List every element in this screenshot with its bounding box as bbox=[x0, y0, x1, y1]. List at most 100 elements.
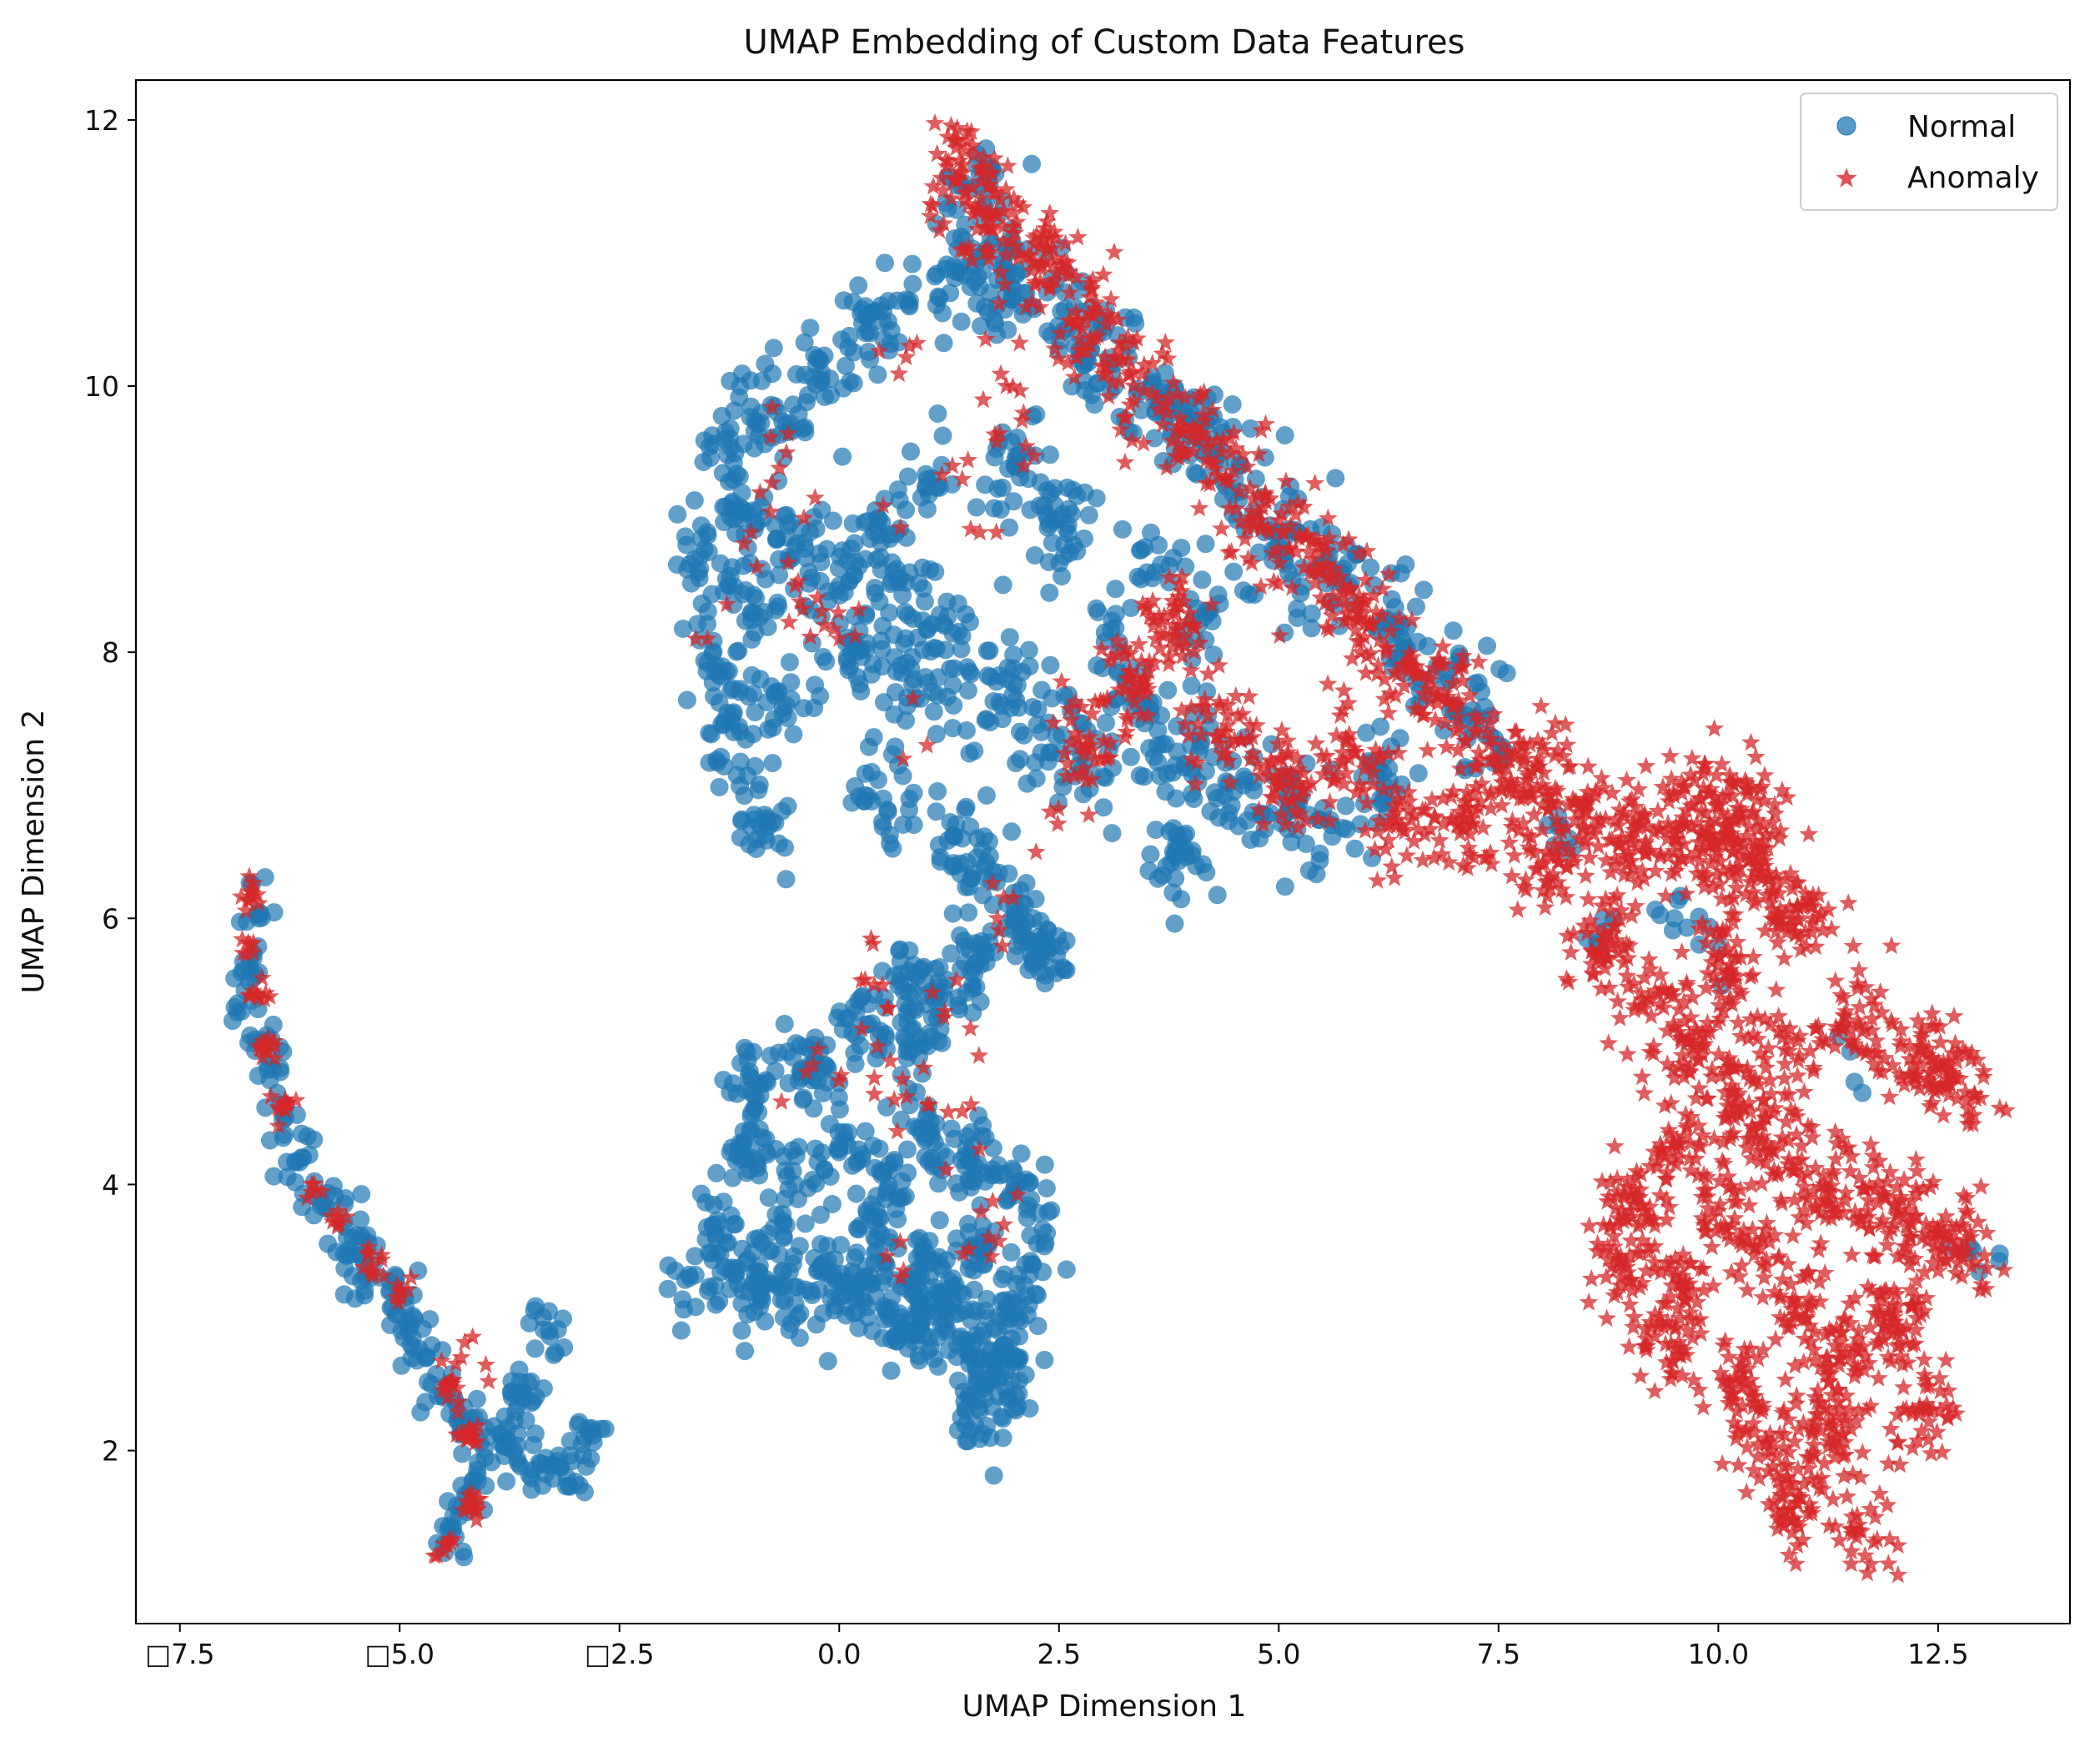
normal-point bbox=[700, 724, 719, 743]
anomaly-point bbox=[1627, 816, 1647, 836]
anomaly-point bbox=[1888, 1535, 1908, 1554]
normal-point bbox=[974, 1378, 993, 1398]
anomaly-point bbox=[1763, 1457, 1783, 1475]
anomaly-point bbox=[1727, 932, 1747, 951]
anomaly-point bbox=[1901, 1280, 1921, 1299]
anomaly-point bbox=[1757, 885, 1776, 904]
anomaly-point bbox=[1765, 1282, 1785, 1301]
anomaly-point bbox=[1288, 748, 1308, 766]
anomaly-point bbox=[1620, 1294, 1640, 1313]
anomaly-point bbox=[256, 983, 275, 1002]
anomaly-point bbox=[1248, 755, 1268, 774]
anomaly-point bbox=[1674, 776, 1694, 795]
normal-point bbox=[1031, 473, 1050, 492]
normal-point bbox=[256, 1098, 275, 1117]
anomaly-point bbox=[1110, 333, 1130, 351]
anomaly-point bbox=[302, 1182, 321, 1201]
anomaly-point bbox=[1235, 529, 1255, 548]
anomaly-point bbox=[1324, 559, 1344, 577]
anomaly-point bbox=[1505, 782, 1525, 801]
normal-point bbox=[774, 1228, 793, 1247]
anomaly-point bbox=[1388, 789, 1408, 807]
anomaly-point bbox=[1518, 779, 1538, 798]
anomaly-point bbox=[1629, 779, 1649, 798]
anomaly-point bbox=[1750, 1468, 1769, 1487]
anomaly-point bbox=[1102, 307, 1121, 325]
anomaly-point bbox=[1383, 806, 1402, 826]
anomaly-point bbox=[1977, 1222, 1997, 1242]
anomaly-point bbox=[1128, 329, 1147, 347]
anomaly-point bbox=[1595, 958, 1615, 976]
normal-point bbox=[931, 1020, 950, 1039]
normal-point bbox=[1172, 890, 1191, 909]
anomaly-point bbox=[1786, 1125, 1806, 1143]
anomaly-point bbox=[1706, 811, 1725, 829]
anomaly-point bbox=[466, 1509, 486, 1529]
anomaly-point bbox=[1545, 835, 1565, 853]
anomaly-point bbox=[1858, 1277, 1878, 1296]
anomaly-point bbox=[1665, 1248, 1686, 1268]
normal-point bbox=[453, 1444, 472, 1463]
anomaly-point bbox=[1348, 631, 1368, 650]
normal-point bbox=[1053, 958, 1073, 977]
anomaly-point bbox=[1741, 1148, 1761, 1167]
anomaly-point bbox=[1004, 188, 1024, 208]
anomaly-point bbox=[1083, 704, 1102, 722]
normal-point bbox=[524, 1435, 543, 1454]
anomaly-point bbox=[237, 944, 257, 962]
anomaly-point bbox=[1865, 1043, 1885, 1062]
anomaly-point bbox=[1877, 1495, 1897, 1514]
anomaly-point bbox=[1609, 942, 1629, 961]
anomaly-point bbox=[1181, 660, 1201, 679]
anomaly-point bbox=[1776, 1369, 1796, 1388]
anomaly-point bbox=[1635, 967, 1655, 986]
anomaly-point bbox=[1789, 911, 1809, 929]
anomaly-point bbox=[1277, 730, 1297, 750]
anomaly-point bbox=[1505, 746, 1525, 766]
anomaly-point bbox=[1516, 870, 1535, 888]
anomaly-point bbox=[354, 1258, 374, 1276]
anomaly-point bbox=[1503, 776, 1523, 796]
anomaly-point bbox=[1938, 1380, 1958, 1399]
anomaly-point bbox=[1276, 471, 1296, 489]
anomaly-point bbox=[1441, 786, 1461, 806]
anomaly-point bbox=[1616, 1253, 1636, 1272]
normal-point bbox=[1193, 570, 1212, 590]
anomaly-point bbox=[1666, 861, 1686, 880]
normal-point bbox=[1106, 605, 1125, 624]
anomaly-point bbox=[1803, 908, 1823, 927]
normal-point bbox=[1323, 827, 1342, 846]
anomaly-point bbox=[1895, 1075, 1914, 1093]
anomaly-point bbox=[1841, 1554, 1861, 1573]
normal-point bbox=[921, 560, 940, 579]
normal-point bbox=[868, 365, 887, 384]
anomaly-point bbox=[1505, 721, 1525, 740]
anomaly-point bbox=[1276, 814, 1295, 833]
anomaly-point bbox=[1747, 1007, 1767, 1026]
anomaly-point bbox=[1731, 947, 1751, 966]
anomaly-point bbox=[1902, 1400, 1922, 1419]
normal-point bbox=[860, 737, 878, 756]
anomaly-point bbox=[1739, 1093, 1759, 1112]
normal-point bbox=[1146, 821, 1165, 840]
normal-point bbox=[887, 1332, 907, 1351]
normal-point bbox=[1041, 655, 1060, 675]
normal-point bbox=[977, 853, 996, 872]
anomaly-point bbox=[372, 1245, 391, 1263]
anomaly-point bbox=[1690, 851, 1710, 870]
anomaly-point bbox=[1274, 524, 1294, 542]
normal-point bbox=[264, 1015, 283, 1034]
anomaly-point bbox=[1323, 585, 1343, 605]
normal-point bbox=[1371, 717, 1390, 736]
anomaly-point bbox=[1105, 347, 1124, 366]
anomaly-point bbox=[1397, 846, 1417, 864]
normal-point bbox=[878, 802, 897, 821]
anomaly-point bbox=[1366, 602, 1386, 620]
anomaly-point bbox=[1833, 1425, 1853, 1443]
normal-point bbox=[1663, 921, 1682, 940]
anomaly-point bbox=[1640, 1197, 1660, 1216]
anomaly-point bbox=[1030, 259, 1050, 277]
anomaly-point bbox=[1314, 535, 1334, 553]
anomaly-point bbox=[1465, 756, 1485, 775]
anomaly-point bbox=[1847, 974, 1867, 992]
